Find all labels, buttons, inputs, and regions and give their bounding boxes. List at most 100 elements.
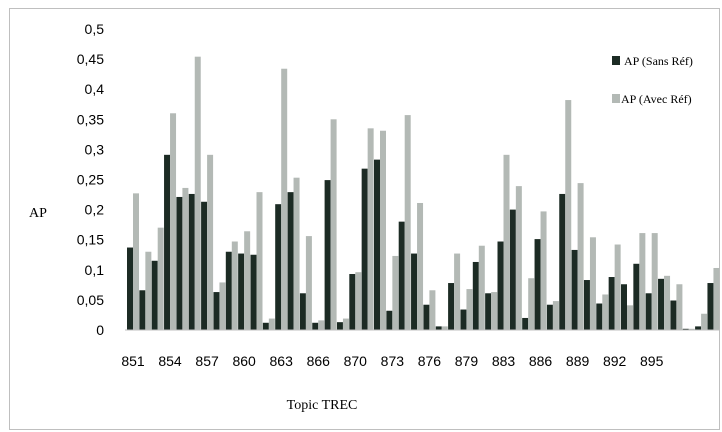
bar-sans-ref [250,254,257,330]
x-tick-label: 883 [492,353,516,369]
legend: AP (Sans Réf) AP (Avec Réf) [612,54,693,106]
bar-avec-ref [676,284,683,330]
x-tick-label: 863 [270,353,294,369]
bar-sans-ref [176,196,183,330]
bar-avec-ref [342,318,349,330]
legend-label-avec-ref: AP (Avec Réf) [621,92,692,106]
x-axis-ticks: 851 854 857 860 863 866 870 873 876 879 883 886 889 8… [121,353,663,369]
bar-avec-ref [207,154,214,330]
y-tick-label: 0,4 [85,81,105,97]
legend-swatch-avec-ref [612,94,620,103]
bar-avec-ref [305,236,312,330]
bar-sans-ref [645,293,652,330]
bar-avec-ref [552,301,559,330]
x-axis-title: Topic TREC [287,398,358,413]
y-tick-label: 0,2 [85,202,105,218]
x-tick-label: 873 [381,353,405,369]
bar-sans-ref [139,290,146,330]
bar-sans-ref [188,193,195,330]
y-tick-label: 0,5 [85,21,105,37]
bar-avec-ref [380,130,386,330]
bar-sans-ref [213,292,220,330]
bar-avec-ref [133,193,139,330]
bar-avec-ref [639,233,646,330]
bar-sans-ref [127,247,133,330]
x-tick-label: 870 [344,353,368,369]
bar-sans-ref [583,280,590,330]
bar-sans-ref [361,168,368,330]
bar-avec-ref [194,56,201,330]
y-tick-label: 0,05 [77,292,104,308]
y-tick-label: 0 [96,322,104,338]
bar-sans-ref [349,274,356,330]
bar-avec-ref [404,115,411,330]
bar-sans-ref [633,263,640,330]
bar-sans-ref [571,249,578,330]
bar-avec-ref [577,183,584,330]
bar-avec-ref [417,202,424,330]
bar-avec-ref [170,113,177,330]
bar-avec-ref [293,177,300,330]
bar-avec-ref [701,313,708,330]
bar-avec-ref [318,320,325,330]
bar-avec-ref [515,186,522,330]
bar-sans-ref [411,253,418,330]
bar-sans-ref [658,278,665,330]
y-axis-ticks: 0 0,05 0,1 0,15 0,2 0,25 0,3 0,35 0,4 0,45 0,5 [77,21,104,338]
bar-sans-ref [262,322,269,330]
bar-sans-ref [695,326,702,330]
bar-avec-ref [219,282,226,330]
bar-avec-ref [565,100,572,330]
y-tick-label: 0,15 [77,232,104,248]
x-tick-label: 876 [418,353,442,369]
x-tick-label: 886 [529,353,553,369]
bar-avec-ref [330,119,337,330]
bar-avec-ref [281,68,288,330]
bar-sans-ref [386,310,393,330]
x-tick-label: 866 [307,353,331,369]
bar-avec-ref [651,233,658,330]
bar-sans-ref [485,293,492,330]
bar-avec-ref [355,272,362,330]
bar-sans-ref [509,209,516,330]
bars [127,56,720,330]
bar-avec-ref [540,211,547,330]
y-tick-label: 0,35 [77,111,104,127]
x-tick-label: 857 [195,353,219,369]
bar-sans-ref [460,309,467,330]
bar-avec-ref [367,128,374,330]
x-tick-label: 895 [640,353,664,369]
bar-avec-ref [627,305,633,330]
bar-sans-ref [707,283,714,330]
bar-sans-ref [324,180,331,330]
bar-sans-ref [497,241,504,330]
bar-avec-ref [688,328,695,330]
x-tick-label: 879 [455,353,479,369]
bar-sans-ref [670,300,677,330]
bar-avec-ref [503,154,510,330]
bar-sans-ref [534,239,541,330]
y-axis-title: AP [29,206,47,221]
bar-avec-ref [157,227,164,330]
bar-avec-ref [244,231,251,330]
x-tick-label: 860 [232,353,256,369]
bar-sans-ref [682,328,689,330]
bar-avec-ref [614,244,621,330]
bar-avec-ref [602,294,609,330]
bar-avec-ref [491,292,498,330]
bar-sans-ref [287,192,294,330]
y-tick-label: 0,1 [85,262,105,278]
bar-sans-ref [151,260,158,330]
bar-avec-ref [466,289,473,330]
bar-avec-ref [528,278,535,330]
y-tick-label: 0,3 [85,141,105,157]
legend-swatch-sans-ref [612,56,620,65]
bar-sans-ref [559,193,566,330]
x-tick-label: 851 [121,353,145,369]
bar-avec-ref [589,237,596,330]
bar-sans-ref [275,204,282,330]
bar-avec-ref [441,326,448,330]
bar-avec-ref [231,241,238,330]
bar-avec-ref [429,290,436,330]
